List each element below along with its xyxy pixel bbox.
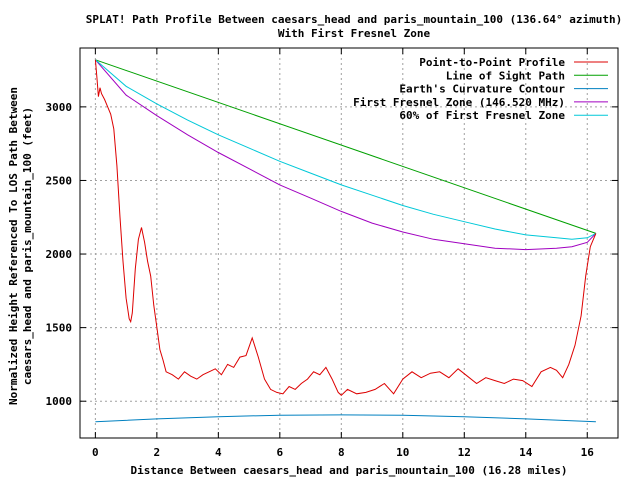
series-line-earth-s-curvature-contour (95, 414, 596, 423)
legend-label-60-of-first-fresnel-zone: 60% of First Fresnel Zone (399, 109, 565, 122)
y-axis-label-line-1: Normalized Height Referenced To LOS Path… (7, 87, 20, 405)
x-tick-label: 12 (458, 446, 471, 459)
chart-title: SPLAT! Path Profile Between caesars_head… (86, 13, 622, 26)
y-tick-label: 2000 (46, 248, 73, 261)
plot-border (79, 47, 619, 439)
x-tick-label: 10 (396, 446, 409, 459)
y-tick-label: 1000 (46, 395, 73, 408)
legend-label-point-to-point-profile: Point-to-Point Profile (419, 56, 565, 69)
grid-lines (80, 48, 618, 438)
y-axis-label-line-2: caesars_head and paris_mountain_100 (fee… (21, 107, 34, 385)
x-tick-label: 0 (92, 446, 99, 459)
series-line-60-of-first-fresnel-zone (95, 59, 597, 240)
legend-label-earth-s-curvature-contour: Earth's Curvature Contour (399, 83, 565, 96)
legend-label-first-fresnel-zone-146-520-mhz: First Fresnel Zone (146.520 MHz) (353, 96, 565, 109)
x-tick-label: 14 (519, 446, 533, 459)
x-tick-label: 6 (277, 446, 284, 459)
series-line-line-of-sight-path (95, 59, 597, 234)
x-tick-label: 4 (215, 446, 222, 459)
x-axis-ticks: 0 2 4 6 8 10 12 14 16 (92, 48, 594, 459)
y-axis-ticks: 1000 1500 2000 2500 3000 (46, 101, 618, 408)
series-line-first-fresnel-zone-146-520-mhz (95, 59, 597, 251)
x-tick-label: 8 (338, 446, 345, 459)
x-tick-label: 2 (154, 446, 161, 459)
chart-subtitle: With First Fresnel Zone (278, 27, 431, 40)
x-tick-label: 16 (581, 446, 595, 459)
x-axis-label: Distance Between caesars_head and paris_… (130, 464, 567, 477)
series-lines (94, 59, 597, 423)
y-tick-label: 3000 (46, 101, 73, 114)
y-tick-label: 1500 (46, 322, 73, 335)
series-line-point-to-point-profile (94, 59, 597, 396)
y-tick-label: 2500 (46, 174, 73, 187)
legend-label-line-of-sight-path: Line of Sight Path (446, 69, 565, 82)
